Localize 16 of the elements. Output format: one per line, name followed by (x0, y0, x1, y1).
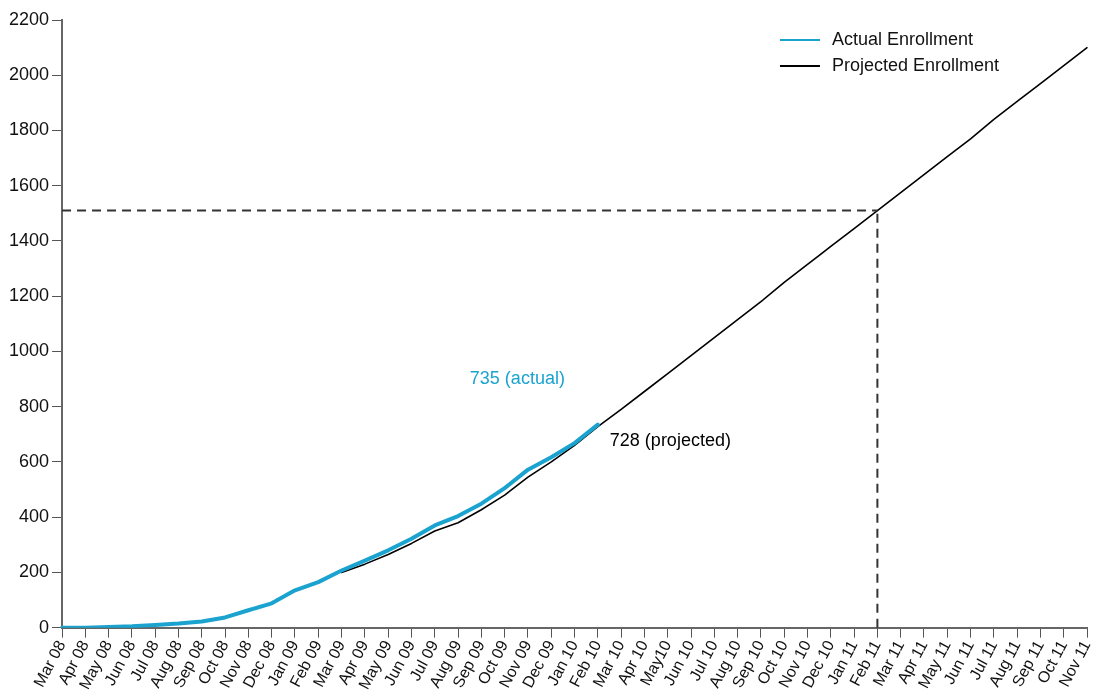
y-tick-label: 1200 (9, 285, 50, 306)
y-tick-label: 600 (19, 450, 50, 471)
y-tick-label: 400 (19, 506, 50, 527)
legend-label: Projected Enrollment (831, 54, 1000, 75)
legend-label: Actual Enrollment (831, 28, 974, 49)
annotation: 735 (actual) (469, 367, 565, 388)
y-tick-label: 0 (39, 616, 50, 637)
y-tick-label: 800 (19, 395, 50, 416)
y-tick-label: 1600 (9, 174, 50, 195)
y-tick-label: 2000 (9, 64, 50, 85)
y-tick-label: 1800 (9, 119, 50, 140)
y-tick-label: 200 (19, 561, 50, 582)
annotation: 728 (projected) (609, 429, 731, 450)
y-tick-label: 1400 (9, 229, 50, 250)
y-tick-label: 2200 (9, 8, 50, 29)
y-tick-label: 1000 (9, 340, 50, 361)
